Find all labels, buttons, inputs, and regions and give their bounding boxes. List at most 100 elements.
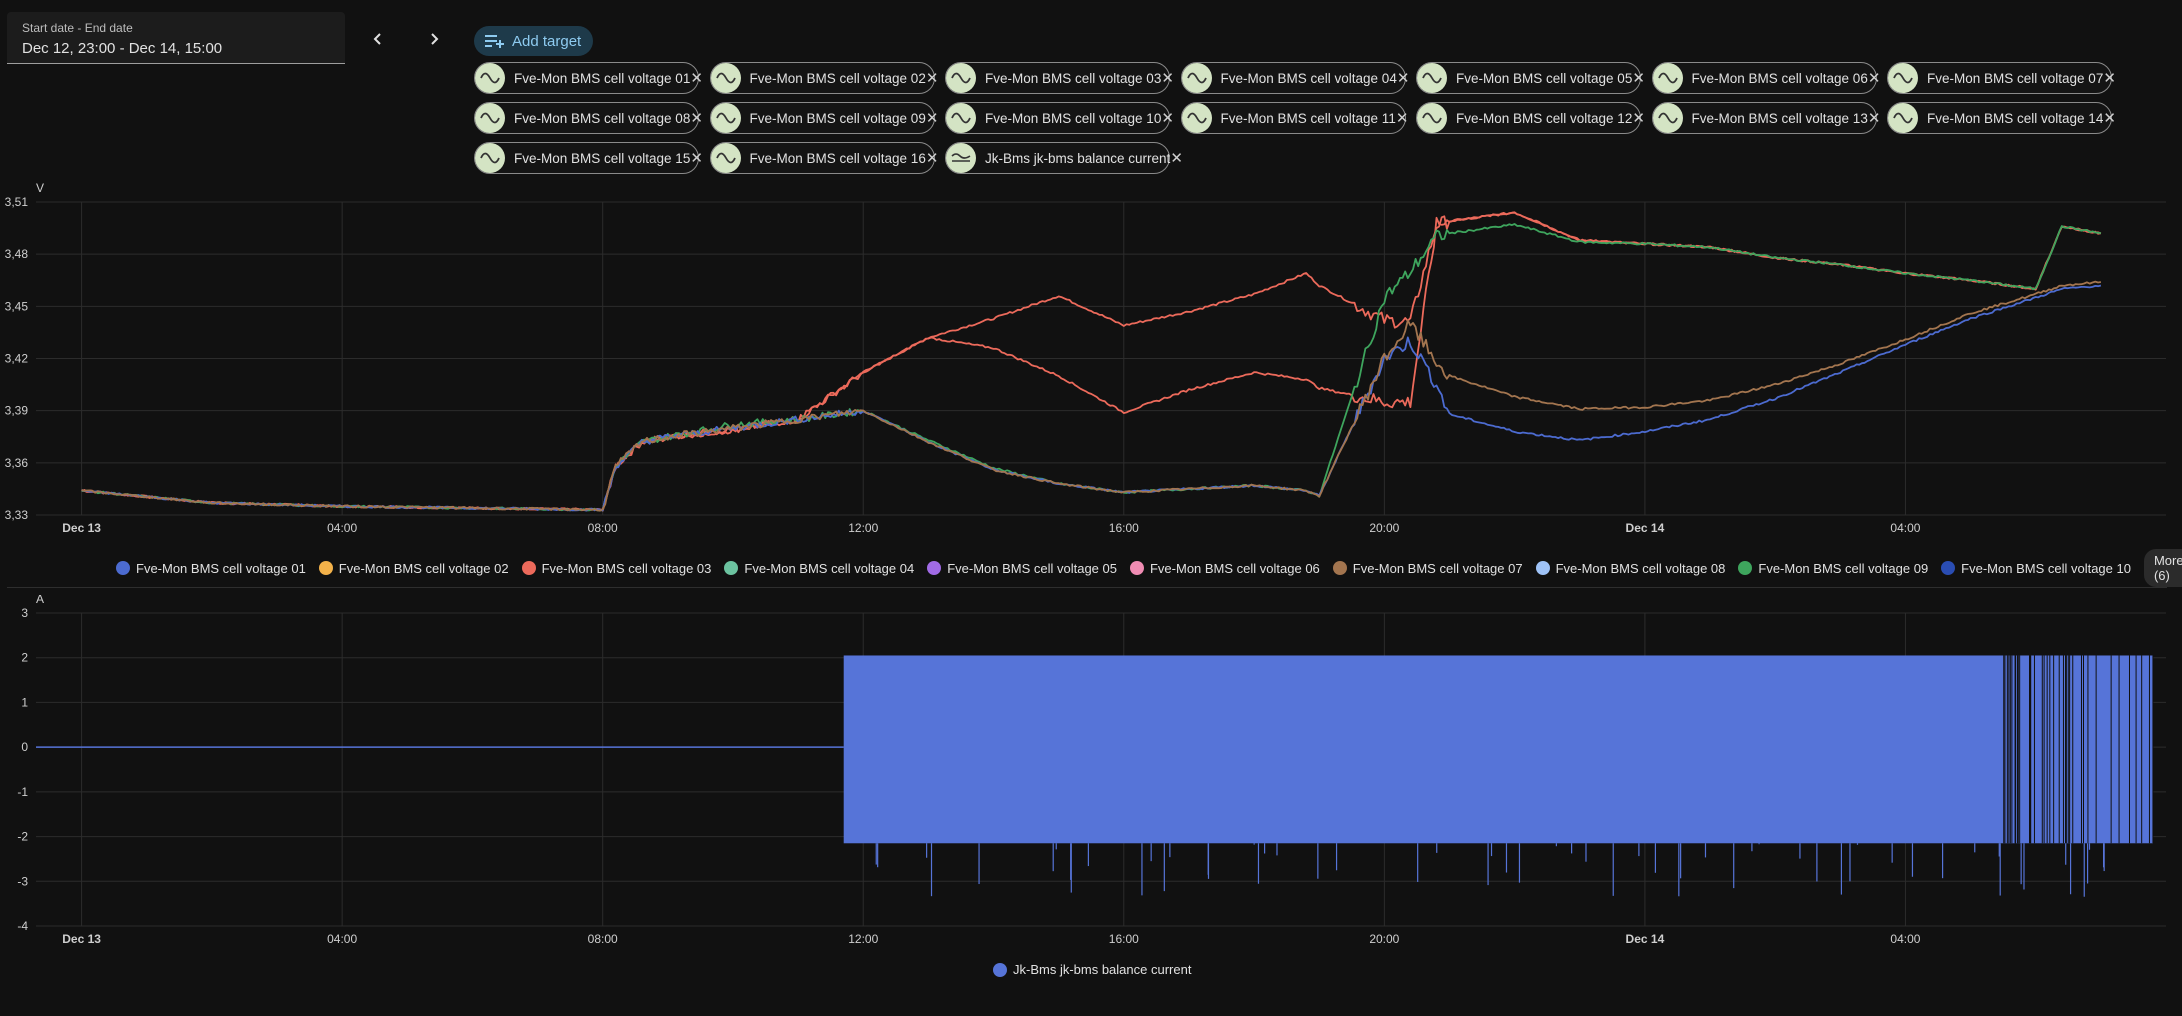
y-axis-unit: A [36, 595, 44, 606]
chevron-right-icon [431, 33, 439, 45]
sine-wave-icon [1417, 103, 1447, 133]
target-chip[interactable]: Fve-Mon BMS cell voltage 14 ✕ [1887, 102, 2116, 134]
voltage-chart: 3,51 3,48 3,45 3,42 3,39 3,36 3,33 Dec 13 04:00 0… [5, 181, 2166, 535]
x-tick-label: 04:00 [1890, 521, 1920, 535]
remove-chip-icon[interactable]: ✕ [1170, 150, 1183, 167]
sine-wave-icon [475, 143, 505, 173]
y-tick-label: 3,36 [5, 456, 29, 470]
x-tick-label: 12:00 [848, 521, 878, 535]
legend-more-label: More (6) [2153, 553, 2182, 583]
date-range-picker[interactable]: Start date - End date Dec 12, 23:00 - De… [7, 12, 345, 64]
current-chart: 3 2 1 0 -1 -2 -3 -4 Dec 13 04:00 08:00 12:00 16:00 20… [17, 595, 2166, 946]
x-tick-label: 08:00 [588, 521, 618, 535]
legend-color-dot [521, 561, 536, 575]
target-chip[interactable]: Fve-Mon BMS cell voltage 06 ✕ [1651, 62, 1880, 94]
y-tick-label: -3 [17, 874, 28, 888]
target-chip-label: Fve-Mon BMS cell voltage 16 [749, 150, 926, 166]
legend-color-dot [116, 561, 130, 575]
remove-chip-icon[interactable]: ✕ [1396, 70, 1410, 87]
y-tick-label: 3,48 [5, 247, 29, 261]
legend-label: Fve-Mon BMS cell voltage 05 [947, 560, 1117, 576]
remove-chip-icon[interactable]: ✕ [1867, 70, 1881, 87]
legend-item[interactable]: Fve-Mon BMS cell voltage 06 [1129, 560, 1320, 576]
remove-chip-icon[interactable]: ✕ [2103, 70, 2116, 87]
legend-item[interactable]: Fve-Mon BMS cell voltage 04 [724, 561, 914, 576]
date-range-value: Dec 12, 23:00 - Dec 14, 15:00 [22, 40, 223, 57]
target-chip[interactable]: Fve-Mon BMS cell voltage 05 ✕ [1416, 62, 1645, 94]
remove-chip-icon[interactable]: ✕ [2103, 110, 2116, 127]
sine-wave-icon [1652, 103, 1683, 133]
remove-chip-icon[interactable]: ✕ [925, 110, 939, 127]
remove-chip-icon[interactable]: ✕ [1867, 110, 1881, 127]
previous-period-button[interactable] [361, 22, 395, 56]
legend-item[interactable]: Fve-Mon BMS cell voltage 07 [1332, 561, 1523, 576]
remove-chip-icon[interactable]: ✕ [1632, 110, 1645, 127]
target-chip[interactable]: Fve-Mon BMS cell voltage 09 ✕ [709, 102, 938, 134]
add-target-label: Add target [512, 32, 582, 50]
remove-chip-icon[interactable]: ✕ [1161, 70, 1174, 87]
y-tick-label: 3,51 [5, 195, 29, 209]
remove-chip-icon[interactable]: ✕ [1395, 110, 1409, 127]
series-line [81, 211, 2102, 512]
legend-label: Fve-Mon BMS cell voltage 10 [1961, 560, 2131, 576]
legend-item[interactable]: Fve-Mon BMS cell voltage 01 [116, 561, 306, 576]
target-chip-label: Fve-Mon BMS cell voltage 08 [514, 110, 691, 126]
sine-wave-icon [1181, 103, 1212, 133]
y-tick-label: 2 [21, 651, 28, 665]
target-chip[interactable]: Jk-Bms jk-bms balance current ✕ [945, 142, 1183, 174]
legend-item[interactable]: Jk-Bms jk-bms balance current [993, 962, 1191, 977]
legend-item[interactable]: Fve-Mon BMS cell voltage 08 [1535, 561, 1725, 576]
chevron-left-icon [373, 33, 381, 45]
remove-chip-icon[interactable]: ✕ [1632, 70, 1645, 87]
target-chip-label: Fve-Mon BMS cell voltage 05 [1456, 70, 1633, 86]
target-chip-label: Fve-Mon BMS cell voltage 14 [1927, 110, 2104, 126]
legend-item[interactable]: Fve-Mon BMS cell voltage 03 [521, 561, 711, 576]
target-chip-label: Fve-Mon BMS cell voltage 12 [1456, 110, 1633, 126]
x-tick-label: 16:00 [1109, 932, 1139, 946]
legend-item[interactable]: Fve-Mon BMS cell voltage 02 [318, 561, 509, 576]
y-tick-label: 1 [21, 695, 28, 709]
voltage-legend: Fve-Mon BMS cell voltage 01 Fve-Mon BMS c… [116, 549, 2182, 587]
next-period-button[interactable] [417, 22, 451, 56]
legend-label: Fve-Mon BMS cell voltage 09 [1758, 560, 1929, 576]
target-chip[interactable]: Fve-Mon BMS cell voltage 13 ✕ [1651, 102, 1880, 134]
remove-chip-icon[interactable]: ✕ [925, 70, 939, 87]
y-tick-label: 3 [21, 606, 28, 620]
target-chip[interactable]: Fve-Mon BMS cell voltage 01 ✕ [474, 62, 703, 94]
x-tick-label: 16:00 [1109, 521, 1139, 535]
target-chip[interactable]: Fve-Mon BMS cell voltage 04 ✕ [1180, 62, 1409, 94]
target-chip[interactable]: Fve-Mon BMS cell voltage 07 ✕ [1887, 62, 2116, 94]
target-chip-label: Jk-Bms jk-bms balance current [985, 150, 1171, 166]
remove-chip-icon[interactable]: ✕ [925, 150, 939, 167]
target-chip[interactable]: Fve-Mon BMS cell voltage 08 ✕ [474, 102, 703, 134]
series-line [81, 284, 2102, 512]
remove-chip-icon[interactable]: ✕ [690, 70, 703, 87]
x-tick-label: Dec 13 [62, 932, 101, 946]
target-chip-label: Fve-Mon BMS cell voltage 06 [1691, 70, 1868, 86]
target-chip[interactable]: Fve-Mon BMS cell voltage 16 ✕ [709, 142, 938, 174]
target-chip-label: Fve-Mon BMS cell voltage 07 [1927, 70, 2104, 86]
series-line [81, 223, 2102, 512]
target-chip[interactable]: Fve-Mon BMS cell voltage 11 ✕ [1180, 102, 1409, 134]
legend-color-dot [993, 962, 1007, 977]
legend-label: Fve-Mon BMS cell voltage 06 [1149, 560, 1320, 576]
legend-item[interactable]: Fve-Mon BMS cell voltage 09 [1738, 561, 1928, 576]
add-target-button[interactable]: Add target [474, 26, 594, 56]
legend-more-button[interactable]: More (6) [2143, 549, 2182, 587]
y-tick-label: -4 [17, 919, 28, 933]
remove-chip-icon[interactable]: ✕ [690, 150, 703, 167]
series-line [81, 211, 2102, 512]
target-chip[interactable]: Fve-Mon BMS cell voltage 12 ✕ [1416, 102, 1645, 134]
x-tick-label: Dec 14 [1626, 932, 1665, 946]
remove-chip-icon[interactable]: ✕ [1161, 110, 1174, 127]
target-chip[interactable]: Fve-Mon BMS cell voltage 15 ✕ [474, 142, 703, 174]
target-chip[interactable]: Fve-Mon BMS cell voltage 02 ✕ [709, 62, 938, 94]
sine-wave-icon [946, 63, 976, 93]
legend-item[interactable]: Fve-Mon BMS cell voltage 10 [1941, 561, 2131, 576]
target-chip[interactable]: Fve-Mon BMS cell voltage 10 ✕ [945, 102, 1174, 134]
remove-chip-icon[interactable]: ✕ [690, 110, 703, 127]
legend-color-dot [1535, 561, 1550, 575]
legend-item[interactable]: Fve-Mon BMS cell voltage 05 [927, 561, 1117, 576]
target-chip[interactable]: Fve-Mon BMS cell voltage 03 ✕ [945, 62, 1174, 94]
chart-divider [7, 587, 2167, 588]
